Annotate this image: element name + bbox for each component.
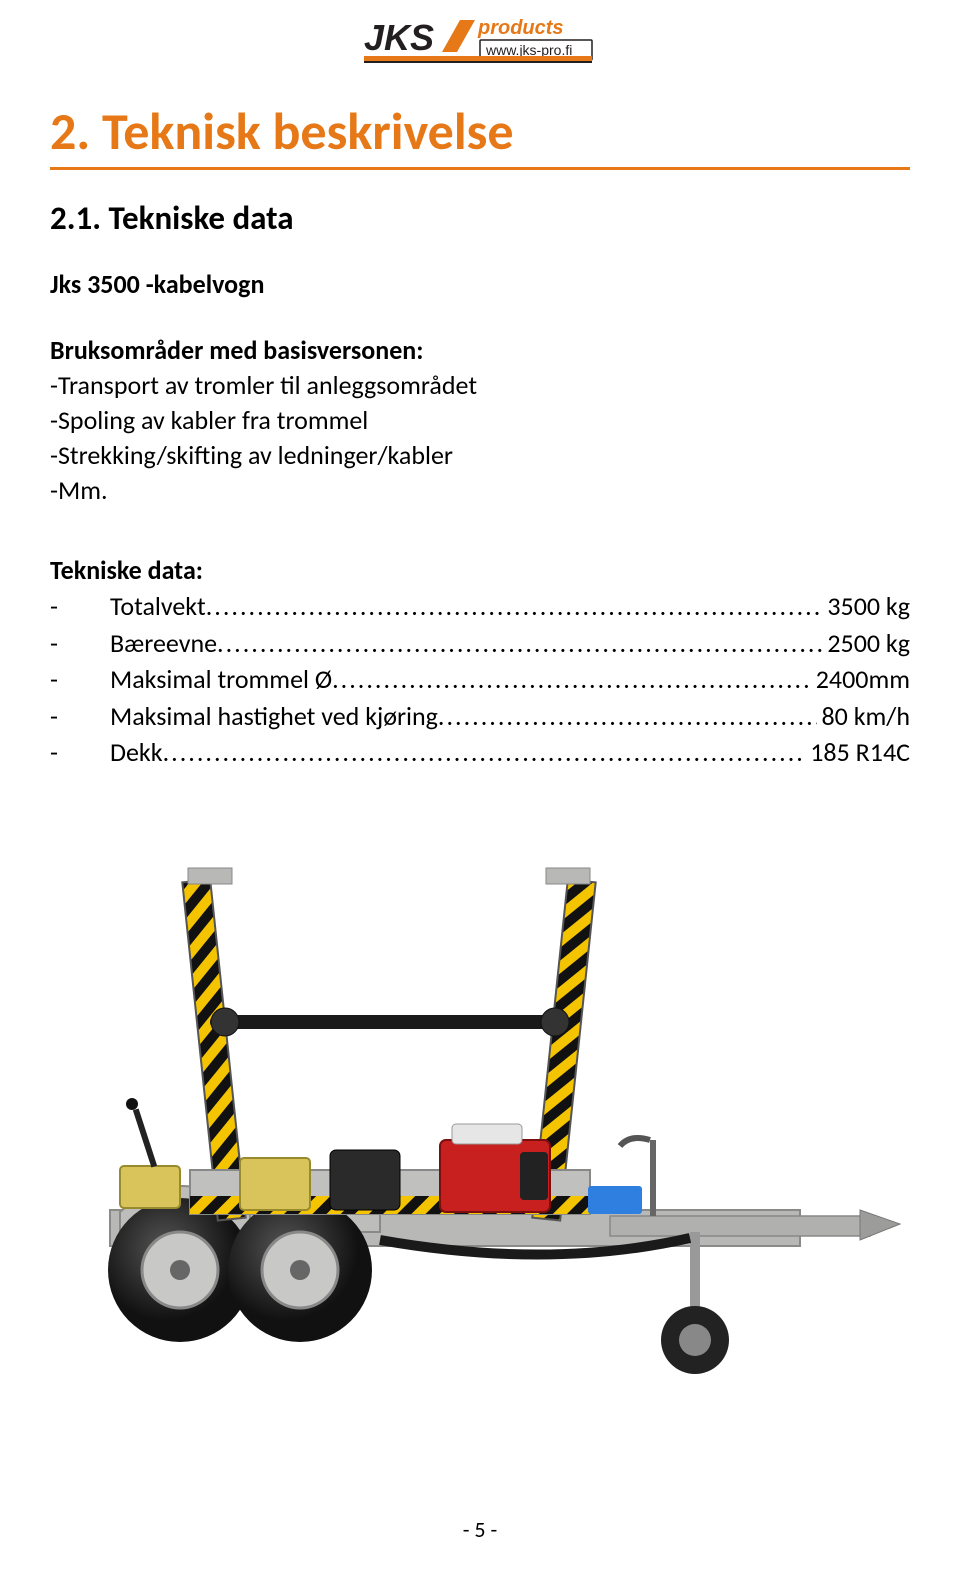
product-name: Jks 3500 -kabelvogn (50, 268, 910, 300)
spec-row: - Bæreevne 2500 kg (50, 625, 910, 661)
spec-label: Maksimal trommel Ø (110, 661, 332, 697)
spec-dots (206, 588, 824, 624)
section-heading: 2. Teknisk beskrivelse (50, 99, 910, 170)
spec-row: - Dekk 185 R14C (50, 734, 910, 770)
spec-label: Bæreevne (110, 625, 217, 661)
usage-label: Bruksområder med basisversonen: (50, 334, 910, 366)
spec-value: 185 R14C (806, 734, 910, 770)
usage-list: -Transport av tromler til anleggsområdet… (50, 368, 910, 508)
page-number: - 5 - (0, 1516, 960, 1543)
spec-row: - Maksimal hastighet ved kjøring 80 km/h (50, 698, 910, 734)
specs-label: Tekniske data: (50, 554, 910, 586)
spec-value: 3500 kg (823, 588, 910, 624)
spec-label: Dekk (110, 734, 163, 770)
spec-dots (332, 661, 812, 697)
subsection-heading: 2.1. Tekniske data (50, 198, 910, 238)
spec-dots (217, 625, 823, 661)
spec-row: - Maksimal trommel Ø 2400mm (50, 661, 910, 697)
spec-value: 80 km/h (817, 698, 910, 734)
spec-dots (438, 698, 818, 734)
usage-item: -Mm. (50, 473, 910, 508)
spec-label: Totalvekt (110, 588, 206, 624)
usage-item: -Spoling av kabler fra trommel (50, 403, 910, 438)
spec-dots (163, 734, 807, 770)
spec-value: 2500 kg (823, 625, 910, 661)
svg-text:products: products (477, 17, 564, 39)
usage-item: -Strekking/skifting av ledninger/kabler (50, 438, 910, 473)
spec-dash: - (50, 625, 110, 661)
svg-text:www.jks-pro.fi: www.jks-pro.fi (485, 42, 572, 58)
spec-dash: - (50, 734, 110, 770)
usage-item: -Transport av tromler til anleggsområdet (50, 368, 910, 403)
specs-list: - Totalvekt 3500 kg - Bæreevne 2500 kg -… (50, 588, 910, 770)
spec-dash: - (50, 661, 110, 697)
svg-text:JKS: JKS (364, 17, 434, 58)
spec-dash: - (50, 588, 110, 624)
spec-row: - Totalvekt 3500 kg (50, 588, 910, 624)
spec-dash: - (50, 698, 110, 734)
spec-value: 2400mm (812, 661, 910, 697)
spec-label: Maksimal hastighet ved kjøring (110, 698, 438, 734)
brand-logo: JKS products www.jks-pro.fi (50, 0, 910, 81)
product-photo (50, 840, 910, 1405)
